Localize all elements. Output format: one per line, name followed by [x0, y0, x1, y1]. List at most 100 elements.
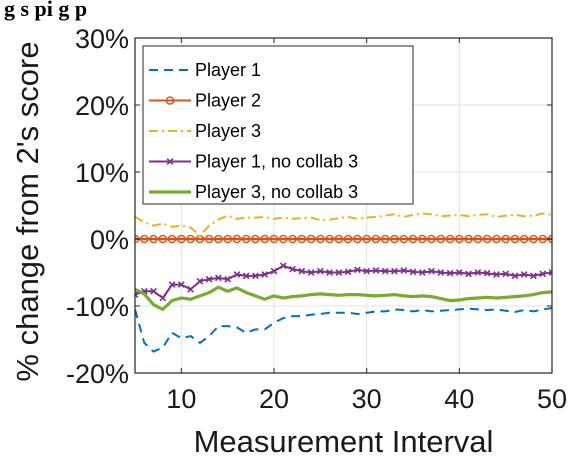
data-point — [251, 234, 260, 244]
data-point — [168, 281, 176, 288]
data-point — [437, 269, 445, 276]
data-point — [428, 267, 435, 275]
data-point — [270, 267, 278, 275]
data-point — [204, 234, 214, 244]
data-point — [260, 234, 270, 244]
data-point — [417, 234, 427, 244]
figure-caption-fragment: g s pi g p — [4, 0, 87, 21]
data-point — [215, 274, 222, 282]
legend-label: Player 3, no collab 3 — [195, 182, 358, 202]
data-point — [177, 281, 185, 288]
data-point — [381, 267, 389, 275]
data-point — [445, 234, 455, 244]
data-point — [538, 234, 548, 244]
y-tick-label: -20% — [66, 359, 129, 389]
data-point — [391, 267, 398, 275]
data-point — [371, 234, 381, 244]
axis-ticks: 10 20 30 40 50 -20% -10% 0% 10% 20% 30% — [66, 24, 567, 414]
data-point — [464, 234, 473, 244]
legend-label: Player 2 — [195, 91, 261, 111]
data-point — [529, 234, 538, 244]
data-point — [232, 234, 242, 244]
data-point — [510, 234, 520, 244]
data-point — [530, 272, 537, 280]
data-point — [372, 267, 380, 274]
data-point — [390, 234, 399, 244]
data-point — [298, 267, 306, 275]
series-2 — [135, 234, 552, 244]
data-point — [325, 234, 334, 244]
series-line — [135, 285, 552, 311]
data-point — [474, 269, 482, 276]
series-line — [135, 307, 552, 353]
y-tick-label: 10% — [75, 158, 129, 188]
data-point — [539, 270, 547, 278]
plot-frame — [134, 37, 553, 374]
data-point — [427, 234, 436, 244]
legend-label: Player 1, no collab 3 — [195, 152, 358, 172]
x-tick-label: 40 — [444, 384, 474, 414]
data-point — [158, 234, 168, 244]
data-point — [214, 234, 223, 244]
data-point — [187, 285, 194, 293]
data-point — [306, 234, 316, 244]
data-point — [252, 272, 259, 280]
x-tick-label: 10 — [166, 384, 196, 414]
data-point — [473, 234, 483, 244]
data-point — [233, 271, 241, 278]
data-point — [224, 275, 232, 283]
data-point — [363, 267, 371, 275]
data-point — [548, 269, 552, 276]
data-point — [482, 234, 492, 244]
data-point — [307, 269, 315, 276]
legend-marker — [165, 96, 175, 105]
data-point — [334, 234, 344, 244]
x-tick-label: 30 — [352, 384, 382, 414]
y-tick-label: 0% — [90, 225, 129, 255]
data-point — [242, 272, 250, 280]
data-point — [344, 268, 352, 276]
data-point — [520, 271, 528, 278]
data-point — [278, 234, 288, 244]
x-tick-label: 20 — [259, 384, 289, 414]
legend-box — [142, 45, 414, 205]
data-point — [400, 267, 408, 274]
data-point — [362, 234, 371, 244]
data-point — [288, 234, 297, 244]
legend-label: Player 3 — [195, 121, 261, 141]
data-point — [289, 265, 296, 273]
data-point — [465, 270, 472, 278]
data-point — [483, 269, 491, 277]
data-point — [409, 268, 417, 276]
data-point — [269, 234, 279, 244]
x-tick-label: 50 — [537, 384, 567, 414]
data-point — [149, 234, 158, 244]
data-point — [241, 234, 251, 244]
series-line — [135, 212, 552, 237]
legend-marker — [166, 158, 174, 165]
data-point — [326, 269, 333, 276]
data-point — [353, 234, 362, 244]
series-3 — [135, 212, 552, 237]
data-point — [399, 234, 409, 244]
data-point — [502, 270, 510, 278]
data-point — [223, 234, 232, 244]
data-point — [167, 234, 177, 244]
data-point — [279, 262, 287, 270]
data-point — [297, 234, 307, 244]
data-point — [135, 291, 139, 298]
data-point — [519, 234, 529, 244]
y-tick-label: 30% — [75, 24, 129, 54]
legend: Player 1 Player 2 Player 3 Player 1, no col… — [142, 45, 414, 205]
data-point — [196, 277, 204, 285]
data-point — [408, 234, 418, 244]
data-point — [380, 234, 390, 244]
data-point — [511, 272, 519, 280]
series-layer — [135, 212, 552, 353]
data-point — [205, 275, 213, 283]
data-point — [186, 234, 195, 244]
y-tick-label: 20% — [75, 91, 129, 121]
data-point — [493, 271, 500, 278]
data-point — [316, 267, 324, 275]
